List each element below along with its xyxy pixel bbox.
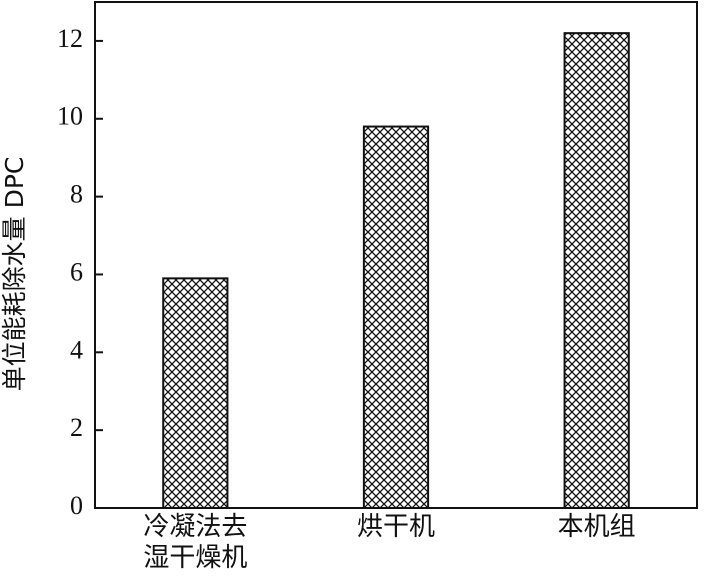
plot-frame bbox=[94, 1, 698, 509]
bar bbox=[162, 277, 229, 509]
x-tick-label: 冷凝法去湿干燥机 bbox=[143, 512, 248, 573]
y-axis-label: 单位能耗除水量 DPC bbox=[0, 157, 29, 392]
bar bbox=[563, 32, 630, 510]
y-tick-label: 12 bbox=[57, 24, 83, 53]
y-tick-label: 10 bbox=[57, 102, 83, 131]
x-tick-label: 烘干机 bbox=[356, 512, 435, 542]
bar bbox=[362, 125, 430, 510]
y-tick-label: 4 bbox=[70, 335, 83, 364]
y-tick-label: 8 bbox=[70, 180, 83, 209]
x-tick-label: 本机组 bbox=[557, 512, 636, 542]
y-tick-label: 0 bbox=[70, 491, 83, 520]
y-tick-label: 6 bbox=[70, 257, 83, 286]
y-tick-label: 2 bbox=[70, 413, 83, 442]
